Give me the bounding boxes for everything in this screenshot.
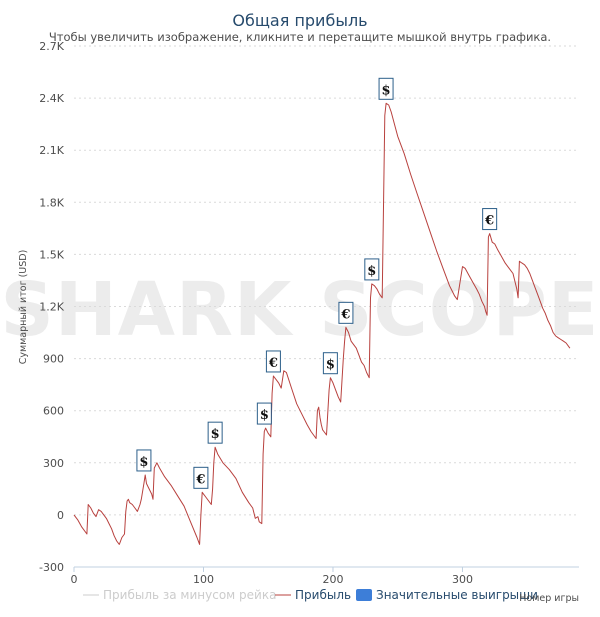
marker-box xyxy=(482,208,498,231)
big-win-marker: € xyxy=(482,208,498,231)
dollar-marker-label: $ xyxy=(139,455,148,470)
legend-item: Прибыль xyxy=(275,588,351,602)
y-axis: -300 0 300 600 900 1.2K 1.5K 1.8K 2.1K 2.4K 2.7K xyxy=(39,40,65,574)
legend: Прибыль за минусом рейка Прибыль Значитель… xyxy=(83,588,538,602)
x-tick-label: 100 xyxy=(193,573,214,586)
dollar-marker-label: $ xyxy=(211,427,220,442)
big-win-marker: $ xyxy=(322,352,338,375)
legend-label: Значительные выигрыши xyxy=(376,588,538,602)
y-axis-label: Суммарный итог (USD) xyxy=(18,250,29,365)
y-tick-label: -300 xyxy=(39,561,64,574)
sharkscope-watermark: SHARK SCOPE xyxy=(1,267,600,353)
marker-box xyxy=(193,466,209,489)
series-layer xyxy=(73,102,571,545)
x-axis-label: Номер игры xyxy=(519,593,579,604)
y-tick-label: 2.7K xyxy=(39,40,64,53)
big-win-marker: € xyxy=(265,350,281,373)
big-win-marker: $ xyxy=(378,77,394,100)
marker-box xyxy=(256,402,272,425)
euro-marker-label: € xyxy=(195,472,205,487)
big-win-marker: € xyxy=(338,301,354,324)
big-win-marker: $ xyxy=(136,449,152,472)
x-axis: 0 100 200 300 xyxy=(71,566,579,586)
markers-layer: $ € $ $ € $ € $ $ € xyxy=(136,77,498,489)
dollar-marker-label: $ xyxy=(326,358,335,373)
euro-marker-label: € xyxy=(340,307,350,322)
legend-label: Прибыль за минусом рейка xyxy=(103,588,276,602)
y-tick-label: 0 xyxy=(57,509,64,522)
y-tick-label: 1.5K xyxy=(39,248,64,261)
marker-box xyxy=(322,352,338,375)
euro-marker-label: € xyxy=(268,356,278,371)
euro-marker-label: € xyxy=(484,214,494,229)
big-win-marker: $ xyxy=(256,402,272,425)
y-tick-label: 300 xyxy=(43,457,64,470)
marker-box xyxy=(378,77,394,100)
marker-box xyxy=(364,258,380,281)
y-tick-label: 600 xyxy=(43,405,64,418)
legend-box-symbol xyxy=(356,589,372,601)
marker-box xyxy=(338,301,354,324)
x-tick-label: 200 xyxy=(322,573,343,586)
y-tick-label: 1.2K xyxy=(39,301,64,314)
marker-box xyxy=(265,350,281,373)
y-tick-label: 1.8K xyxy=(39,196,64,209)
y-tick-label: 900 xyxy=(43,353,64,366)
chart-title: Общая прибыль xyxy=(232,11,367,30)
marker-box xyxy=(136,449,152,472)
big-win-marker: $ xyxy=(364,258,380,281)
legend-label: Прибыль xyxy=(295,588,351,602)
marker-box xyxy=(207,421,223,444)
big-win-marker: € xyxy=(193,466,209,489)
legend-item: Прибыль за минусом рейка xyxy=(83,588,276,602)
dollar-marker-label: $ xyxy=(382,83,391,98)
profit-series-line xyxy=(73,102,571,545)
x-tick-label: 300 xyxy=(452,573,473,586)
legend-item: Значительные выигрыши xyxy=(356,588,538,602)
dollar-marker-label: $ xyxy=(260,408,269,423)
big-win-marker: $ xyxy=(207,421,223,444)
y-tick-label: 2.1K xyxy=(39,144,64,157)
y-tick-label: 2.4K xyxy=(39,92,64,105)
x-tick-label: 0 xyxy=(71,573,78,586)
chart-subtitle: Чтобы увеличить изображение, кликните и … xyxy=(49,30,551,44)
dollar-marker-label: $ xyxy=(367,264,376,279)
